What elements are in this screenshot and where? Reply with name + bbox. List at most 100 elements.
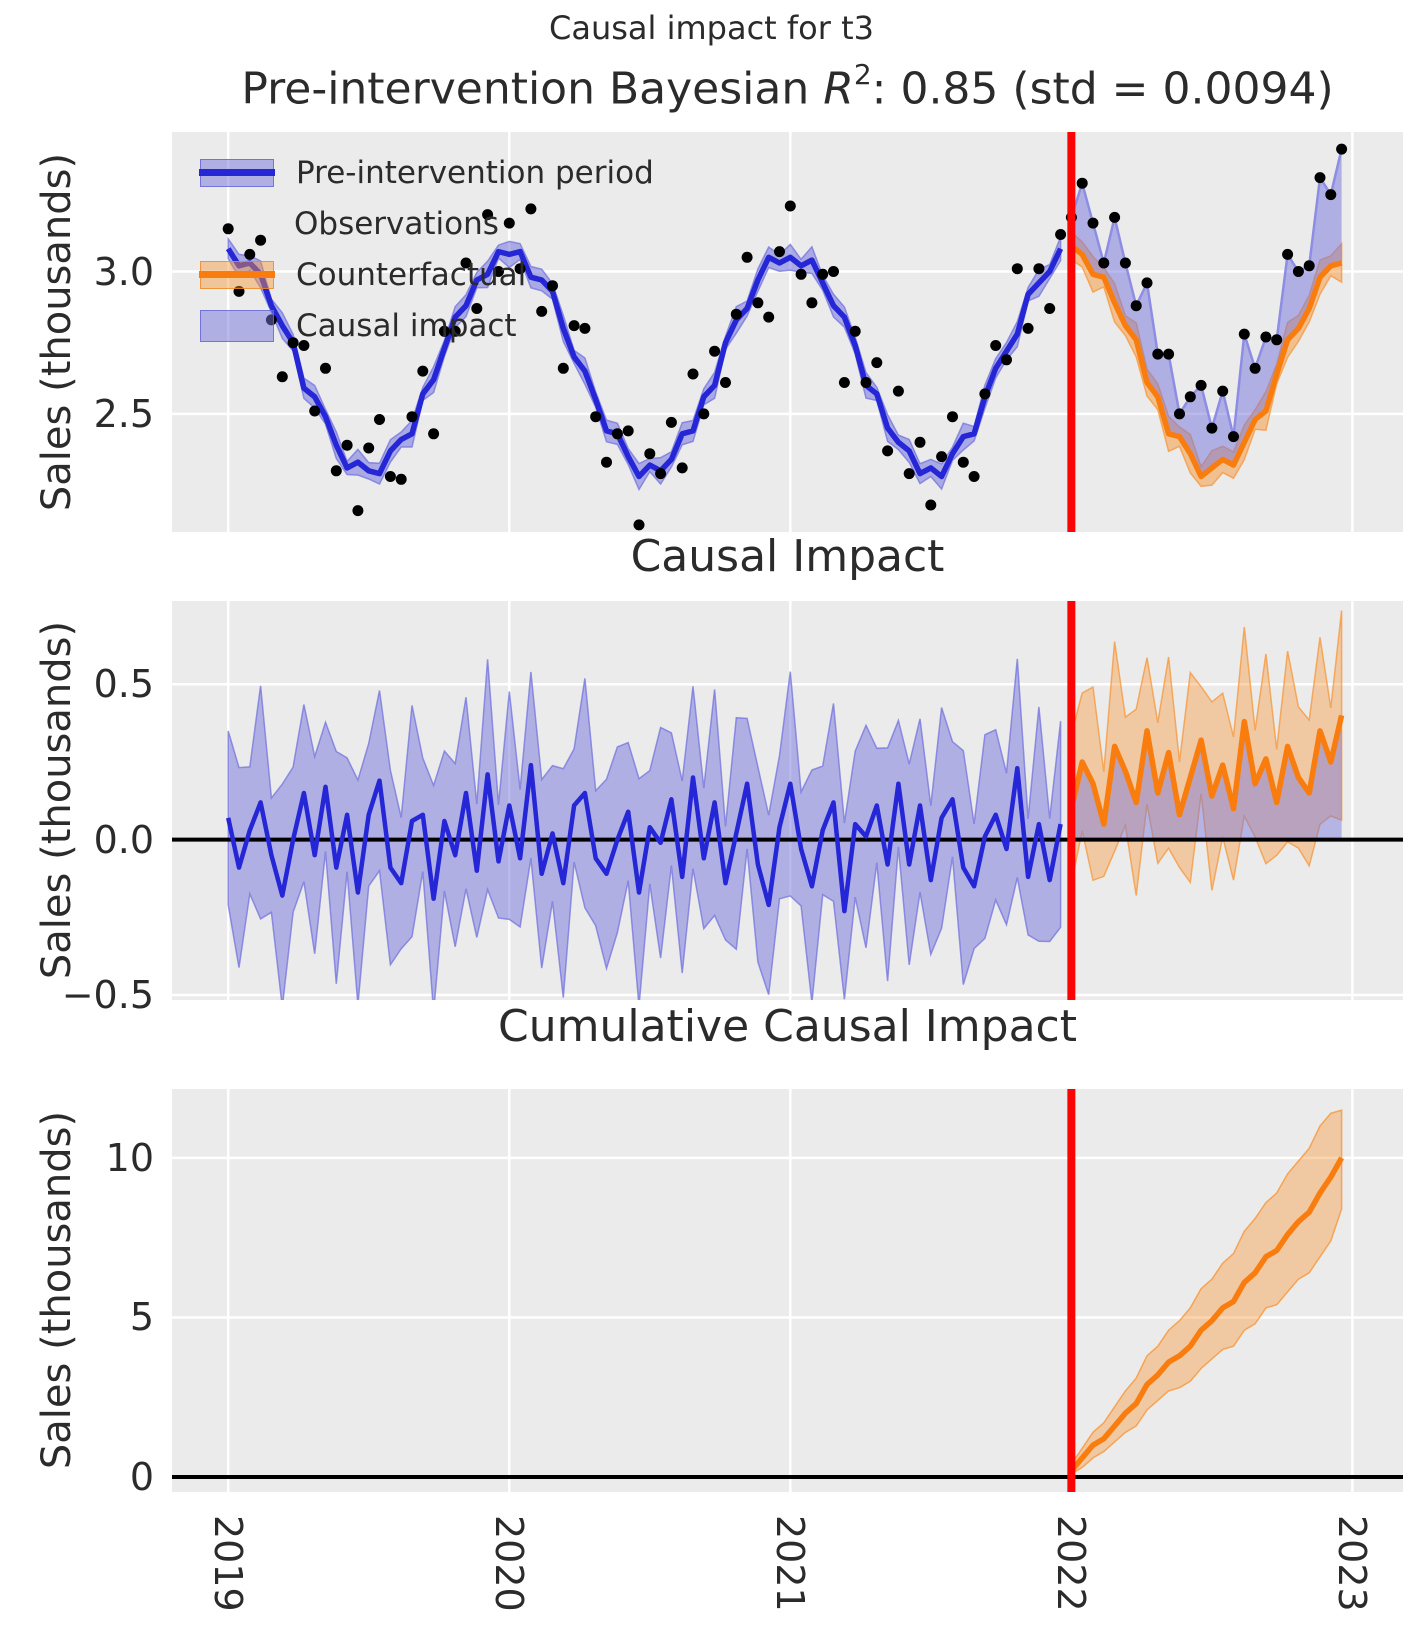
observation-dot (493, 266, 504, 277)
observation-dot (741, 251, 753, 263)
observation-dot (687, 368, 699, 380)
observation-dot (1314, 172, 1326, 184)
y-tick-label: 2.5 (93, 391, 154, 436)
observation-dot (547, 280, 558, 292)
legend-label-observations: Observations (294, 205, 499, 242)
observation-dot (1217, 385, 1229, 397)
observation-dot (806, 297, 818, 309)
observation-dot (428, 428, 440, 440)
observation-dot (222, 223, 234, 235)
observation-dot (655, 468, 667, 480)
cumulative-band (1070, 1109, 1343, 1476)
observation-dot (644, 448, 656, 460)
observation-dot (320, 362, 331, 374)
observation-dot (1033, 263, 1045, 275)
middle-panel-title: Causal Impact (630, 531, 945, 582)
observation-dot (482, 209, 494, 221)
observation-dot (1055, 229, 1067, 240)
observation-dot (244, 248, 256, 260)
observation-dot (471, 303, 483, 314)
observation-dot (514, 263, 526, 275)
observation-dot (1098, 257, 1110, 269)
y-tick-label: 3.0 (93, 249, 154, 294)
observation-dot (384, 471, 396, 482)
orange-line-icon (199, 271, 275, 278)
observation-dot (914, 436, 926, 448)
observation-dot (752, 297, 764, 309)
observation-dot (849, 325, 861, 337)
x-tick-label: 2023 (1330, 1515, 1375, 1612)
observation-dot (1087, 217, 1099, 229)
title-superscript-2: 2 (853, 58, 872, 91)
observation-dot (633, 519, 645, 531)
causal-impact-plot (172, 601, 1403, 1000)
observation-dot (903, 468, 915, 480)
observation-dot (536, 305, 548, 317)
observation-dot (1076, 177, 1088, 189)
legend: Pre-intervention period Observations Cou… (199, 147, 654, 351)
x-tick-label: 2020 (487, 1515, 532, 1612)
observation-dot (601, 456, 612, 468)
observation-dot (838, 377, 850, 388)
impact-post-band (1070, 610, 1343, 896)
legend-label-pre-intervention: Pre-intervention period (296, 154, 654, 191)
cumulative-impact-plot (172, 1089, 1403, 1492)
observation-dot (374, 414, 385, 425)
observation-dot (309, 405, 321, 417)
observation-dot (622, 425, 634, 437)
observation-dot (298, 340, 310, 351)
observation-dot (925, 499, 937, 511)
observation-dot (936, 451, 948, 463)
observation-dot (525, 203, 537, 215)
observation-dot (698, 408, 710, 420)
legend-item-counterfactual: Counterfactual (199, 249, 654, 300)
observation-dot (568, 320, 580, 332)
observation-dot (579, 322, 591, 334)
bottom-panel-title: Cumulative Causal Impact (498, 1001, 1077, 1052)
observation-dot (233, 285, 245, 297)
title-text: Pre-intervention Bayesian (241, 63, 824, 115)
observation-dot (763, 311, 775, 323)
observation-dot (1271, 334, 1283, 346)
observation-dot (1303, 260, 1315, 272)
observation-dot (1022, 322, 1034, 334)
observation-dot (1325, 189, 1337, 201)
counterfactual-legend-handle (199, 260, 275, 289)
observation-dot (676, 462, 688, 474)
legend-label-counterfactual: Counterfactual (296, 256, 527, 293)
observation-dot (1174, 408, 1185, 420)
observation-dot (590, 411, 602, 423)
y-tick-label: 0.0 (93, 817, 154, 862)
observation-dot (449, 325, 461, 337)
observation-dot (1195, 379, 1207, 391)
observation-dot (1130, 300, 1142, 312)
legend-label-causal-impact: Causal impact (296, 307, 517, 344)
observation-dot (828, 266, 839, 277)
observation-dot (957, 456, 969, 468)
observations-legend-handle (200, 211, 272, 237)
observation-dot (363, 442, 375, 454)
x-tick-label: 2019 (206, 1515, 251, 1612)
legend-item-pre-intervention-period: Pre-intervention period (199, 147, 654, 198)
observation-dot (395, 473, 407, 485)
observation-dot (709, 345, 721, 357)
observation-dot (276, 371, 288, 383)
cumulative-line (1068, 1156, 1344, 1477)
observation-dot (968, 471, 980, 482)
observation-dot (1206, 422, 1218, 434)
observation-dot (1184, 391, 1196, 403)
pre-intervention-fit-line (225, 247, 1064, 480)
observation-dot (1141, 277, 1153, 289)
pre-intervention-plot (172, 132, 1403, 532)
causal-impact-legend-handle (200, 309, 274, 342)
pre-intervention-legend-handle (199, 158, 275, 187)
observation-dot (1260, 331, 1272, 343)
observation-dot (255, 234, 267, 246)
impact-post-line (1068, 714, 1345, 827)
top-y-axis-label: Sales (thousands) (34, 152, 80, 512)
x-tick-label: 2022 (1049, 1515, 1094, 1612)
y-tick-label: −0.5 (61, 973, 154, 1018)
observation-dot (287, 337, 299, 349)
observation-dot (882, 445, 894, 457)
